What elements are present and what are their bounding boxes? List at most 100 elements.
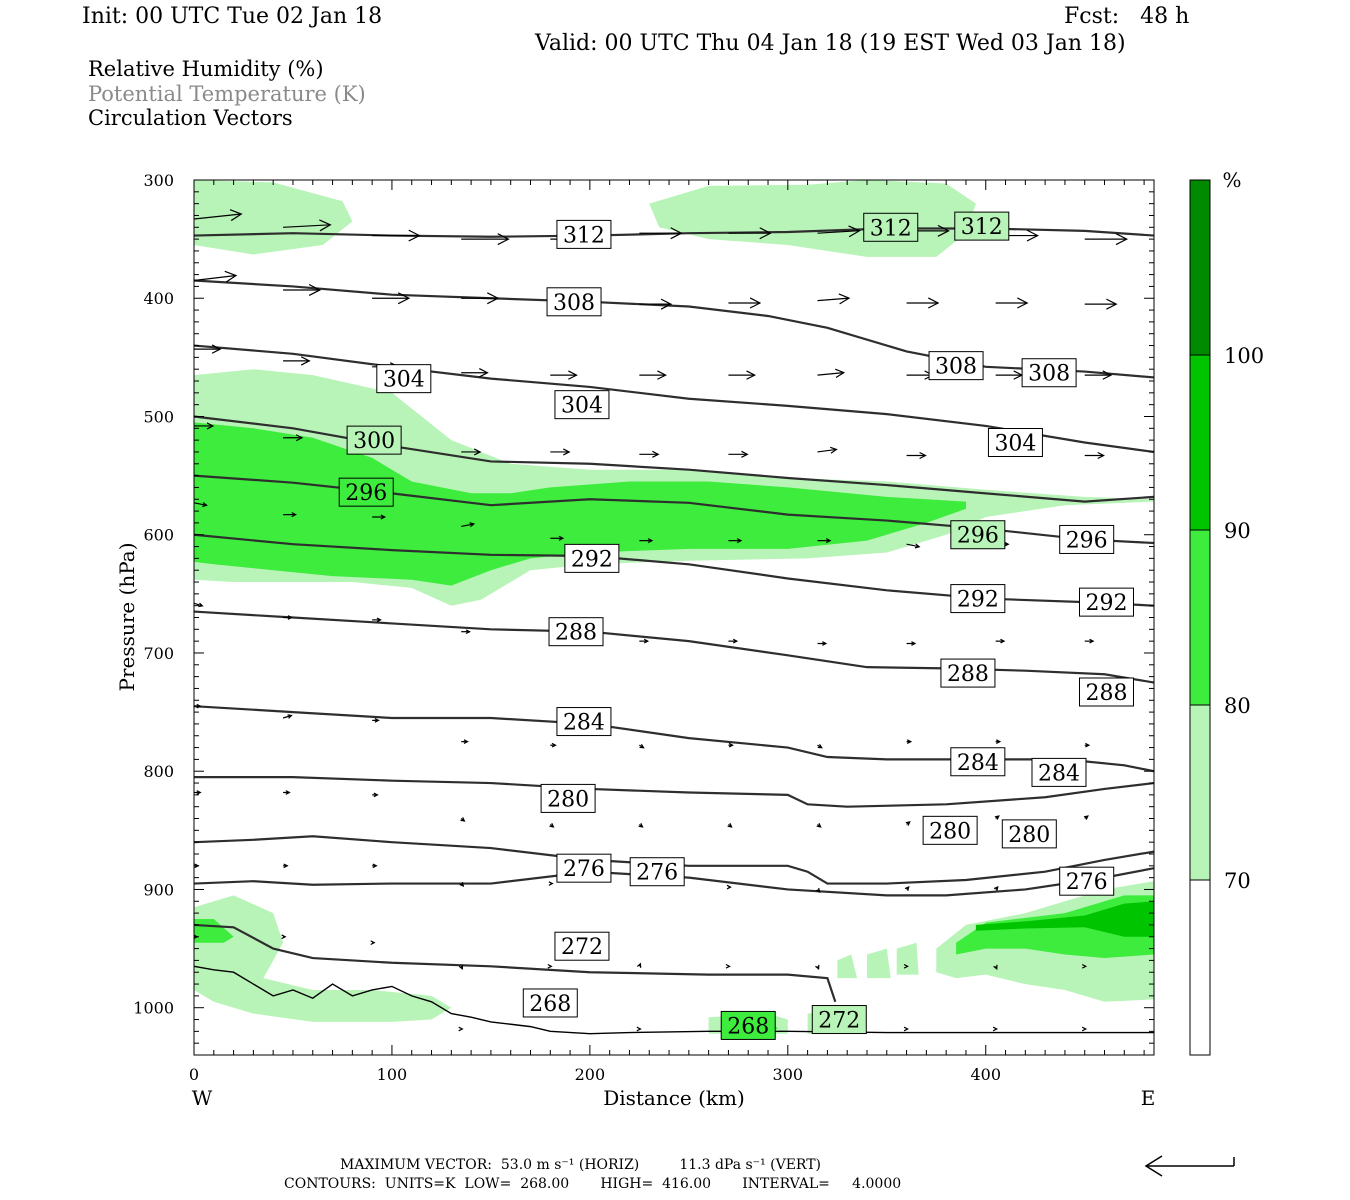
circulation-vector: [995, 739, 1002, 745]
circulation-vector: [816, 823, 822, 828]
circulation-vector: [817, 368, 846, 379]
contour-label-text: 296: [345, 481, 387, 506]
circulation-vector: [995, 370, 1024, 380]
contour-label-text: 276: [563, 857, 605, 882]
circulation-vector: [550, 448, 571, 456]
rh-region-70-80: [194, 895, 452, 1022]
rh-region-70-80: [649, 180, 976, 257]
contour-label: 304: [987, 428, 1043, 457]
contour-label-text: 284: [1038, 761, 1080, 786]
contour-label-text: 304: [561, 394, 603, 419]
theta-contour-276: [193, 867, 1155, 897]
circulation-vector: [372, 718, 380, 723]
circulation-vector: [728, 450, 749, 458]
circulation-vector: [817, 446, 838, 454]
rh-region-80-90: [194, 422, 966, 586]
contour-label: 296: [950, 520, 1006, 550]
circulation-vector: [549, 823, 555, 828]
circulation-vector: [194, 703, 202, 709]
circulation-vector: [906, 739, 913, 745]
west-label: W: [192, 1086, 213, 1110]
circulation-vector: [461, 629, 471, 635]
circulation-vector: [905, 821, 911, 826]
legend-circulation-vectors: Circulation Vectors: [88, 106, 293, 130]
legend-relative-humidity: Relative Humidity (%): [88, 57, 324, 81]
circulation-vector: [639, 743, 645, 749]
colorbar-level-label: 80: [1224, 694, 1251, 718]
contour-label: 300: [346, 425, 402, 455]
circulation-vector: [461, 522, 476, 528]
circulation-vector: [636, 962, 642, 968]
circulation-vector: [458, 1026, 464, 1032]
circulation-vector: [994, 815, 1000, 820]
contour-label: 276: [629, 857, 685, 887]
circulation-vector: [460, 817, 466, 822]
rh-region-70-80: [194, 180, 353, 255]
contour-label-text: 280: [547, 787, 589, 812]
x-tick-label: 300: [773, 1065, 804, 1084]
circulation-vector: [728, 742, 734, 748]
circulation-vector: [728, 227, 772, 240]
circulation-vector: [995, 638, 1006, 644]
rh-region-90-100: [975, 901, 1154, 937]
contour-label: 296: [338, 477, 394, 507]
contour-label: 268: [720, 1010, 776, 1040]
relative-humidity-shading: [194, 180, 1154, 1034]
circulation-vector: [638, 823, 644, 828]
contour-label-text: 268: [727, 1014, 769, 1039]
colorbar-swatch: [1189, 529, 1211, 706]
circulation-vector: [461, 739, 469, 745]
circulation-vector: [372, 229, 421, 242]
contour-label-text: 304: [994, 432, 1036, 457]
circulation-vector: [550, 535, 565, 541]
circulation-vector: [461, 368, 489, 378]
colorbar-unit: %: [1222, 168, 1241, 192]
contour-label: 288: [548, 617, 604, 647]
circulation-vector: [372, 863, 378, 869]
circulation-vector: [817, 641, 828, 646]
contour-label-text: 288: [1085, 681, 1127, 706]
circulation-vector: [1084, 233, 1129, 246]
circulation-vector: [194, 422, 215, 430]
contour-label-text: 268: [529, 992, 571, 1017]
contour-label: 304: [376, 364, 432, 394]
circulation-vector: [283, 283, 322, 296]
theta-contour-288: [193, 705, 1155, 773]
circulation-vector: [639, 298, 673, 310]
circulation-vector: [726, 884, 732, 890]
circulation-vector: [283, 512, 297, 518]
contour-label: 284: [556, 707, 612, 737]
contour-label: 292: [950, 584, 1006, 614]
circulation-vector: [547, 963, 553, 969]
contour-label: 308: [546, 287, 602, 317]
circulation-vector: [372, 514, 387, 520]
circulation-vector: [194, 344, 222, 354]
contour-label: 284: [1031, 757, 1087, 787]
contour-label: 292: [1078, 587, 1134, 617]
contour-labels: 312 312 312 308 304 304 308 308 304 300 296 292 296 2…: [338, 211, 1134, 1040]
x-tick-label: 0: [189, 1065, 199, 1084]
circulation-vector: [1084, 638, 1095, 644]
circulation-vector: [283, 219, 332, 232]
contour-label-text: 284: [957, 751, 999, 776]
circulation-vector: [193, 270, 238, 283]
circulation-vector: [281, 934, 287, 940]
circulation-vector: [995, 297, 1029, 309]
circulation-vector: [815, 964, 820, 971]
contour-label-text: 296: [1066, 528, 1108, 553]
circulation-vector: [1084, 298, 1118, 310]
circulation-vector: [283, 790, 291, 795]
circulation-vector: [1084, 451, 1105, 460]
valid-time: Valid: 00 UTC Thu 04 Jan 18 (19 EST Wed …: [535, 31, 1126, 56]
contour-label-text: 272: [818, 1009, 860, 1034]
circulation-vector: [728, 370, 757, 380]
circulation-vector: [282, 714, 293, 719]
contour-label-text: 296: [957, 524, 999, 549]
contour-label-text: 300: [353, 429, 395, 454]
circulation-vector: [1084, 370, 1113, 380]
contour-label: 268: [522, 988, 578, 1018]
contour-label: 308: [1021, 358, 1077, 388]
x-tick-label: 100: [377, 1065, 408, 1084]
y-tick-label: 400: [143, 289, 174, 308]
x-tick-label: 400: [970, 1065, 1001, 1084]
